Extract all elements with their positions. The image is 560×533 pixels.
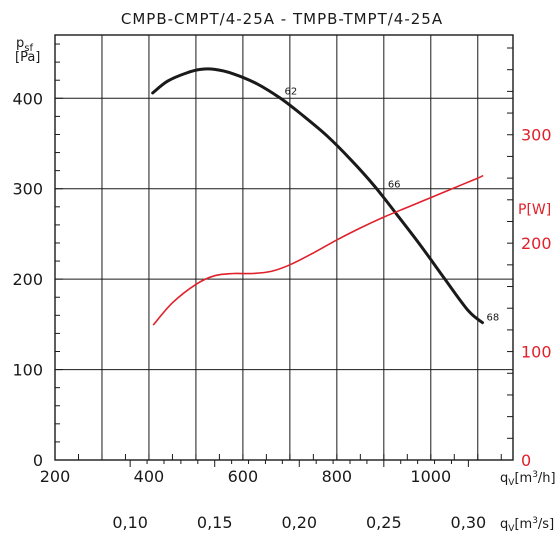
x-tick-label: 400 — [134, 467, 165, 486]
x-tick-label: 800 — [322, 467, 353, 486]
power-curve — [152, 175, 484, 326]
chart-title: CMPB-CMPT/4-25A - TMPB-TMPT/4-25A — [121, 10, 443, 28]
curve-annotation: 62 — [284, 86, 297, 97]
x-tick-label: 600 — [228, 467, 259, 486]
grid — [54, 34, 514, 461]
pressure-curve — [151, 67, 484, 325]
curve-annotation: 68 — [486, 313, 499, 324]
y-axis-label: psf — [16, 36, 33, 54]
y-tick-label: 0 — [33, 451, 43, 470]
y2-tick-label: 100 — [521, 343, 552, 362]
y2-tick-label: 200 — [521, 234, 552, 253]
y2-tick-label: 0 — [521, 451, 531, 470]
x2-tick-label: 0,25 — [366, 513, 402, 532]
x2-tick-label: 0,30 — [451, 513, 487, 532]
y-tick-label: 200 — [12, 270, 43, 289]
curve-annotation: 66 — [388, 180, 401, 191]
y-tick-label: 300 — [12, 180, 43, 199]
y-tick-label: 100 — [12, 361, 43, 380]
axis-labels: 0 100 200 300 400 0 100 200 300 200 400 600 800 1000 0… — [12, 36, 555, 533]
x-tick-label: 1000 — [410, 467, 451, 486]
x2-tick-label: 0,20 — [281, 513, 317, 532]
series — [151, 67, 484, 326]
axes — [55, 43, 513, 467]
y2-axis-label: P[W] — [518, 202, 551, 218]
x-tick-label: 200 — [40, 467, 71, 486]
y-axis-unit: [Pa] — [15, 50, 40, 65]
y2-tick-label: 300 — [521, 126, 552, 145]
y-tick-label: 400 — [12, 89, 43, 108]
x2-tick-label: 0,15 — [197, 513, 233, 532]
x2-tick-label: 0,10 — [112, 513, 148, 532]
x2-axis-label: qV[m3/s] — [500, 516, 554, 533]
x-axis-label: qV[m3/h] — [500, 470, 556, 488]
plot-frame — [54, 34, 514, 461]
